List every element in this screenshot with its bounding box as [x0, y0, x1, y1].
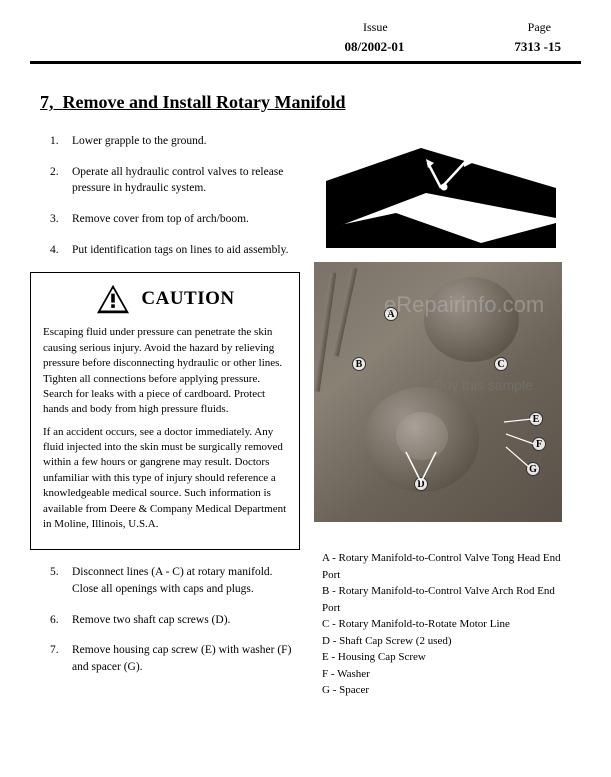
caution-p2: If an accident occurs, see a doctor imme… — [43, 425, 287, 533]
issue-value: 08/2002-01 — [344, 39, 404, 55]
caution-box: CAUTION Escaping fluid under pressure ca… — [30, 272, 300, 550]
steps-bottom: 5.Disconnect lines (A - C) at rotary man… — [30, 564, 300, 675]
steps-top: 1.Lower grapple to the ground. 2.Operate… — [30, 133, 300, 258]
manifold-photo: A B C D E F G eRepairinfo.com Buy this s… — [314, 262, 562, 522]
caution-title: CAUTION — [141, 286, 234, 313]
issue-label: Issue — [363, 20, 388, 35]
page-value: 7313 -15 — [514, 39, 561, 55]
warning-icon — [95, 283, 131, 315]
caution-p1: Escaping fluid under pressure can penetr… — [43, 325, 287, 417]
header-divider — [30, 61, 581, 64]
section-title: 7, Remove and Install Rotary Manifold — [30, 92, 581, 113]
photo-legend: A - Rotary Manifold-to-Control Valve Ton… — [314, 550, 574, 699]
page-label: Page — [528, 20, 551, 35]
diagram-warning-figure — [326, 133, 556, 248]
